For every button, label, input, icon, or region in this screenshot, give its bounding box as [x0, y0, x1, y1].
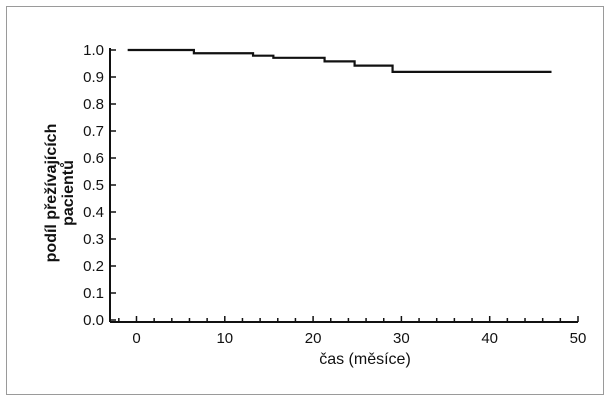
x-tick-label: 30: [393, 330, 410, 347]
x-tick-label: 20: [305, 330, 322, 347]
y-tick-label: 0.3: [83, 231, 104, 248]
y-tick-label: 0.1: [83, 285, 104, 302]
x-axis-label: čas (měsíce): [319, 351, 411, 368]
y-tick-label: 0.7: [83, 123, 104, 140]
y-tick-label: 1.0: [83, 42, 104, 59]
y-axis-label: podíl přežívajících pacientů: [43, 124, 77, 263]
y-tick-label: 0.6: [83, 150, 104, 167]
x-tick-label: 10: [216, 330, 233, 347]
x-axis: 0 10 20 30 40 50: [110, 316, 586, 347]
y-axis-label-line-2: pacientů: [60, 160, 77, 226]
series-group: [127, 48, 552, 73]
survival-curve: [127, 48, 552, 73]
y-tick-label: 0.5: [83, 177, 104, 194]
y-tick-label: 0.2: [83, 258, 104, 275]
y-axis: 0.0 0.1 0.2 0.3 0.4 0.5 0.6 0.7 0.8 0.9 1.0: [83, 42, 116, 329]
y-axis-label-line-1: podíl přežívajících: [43, 124, 60, 263]
x-tick-label: 0: [132, 330, 140, 347]
y-tick-label: 0.9: [83, 69, 104, 86]
y-tick-label: 0.0: [83, 312, 104, 329]
x-tick-label: 40: [481, 330, 498, 347]
y-tick-label: 0.8: [83, 96, 104, 113]
x-tick-label: 50: [570, 330, 587, 347]
y-tick-label: 0.4: [83, 204, 104, 221]
